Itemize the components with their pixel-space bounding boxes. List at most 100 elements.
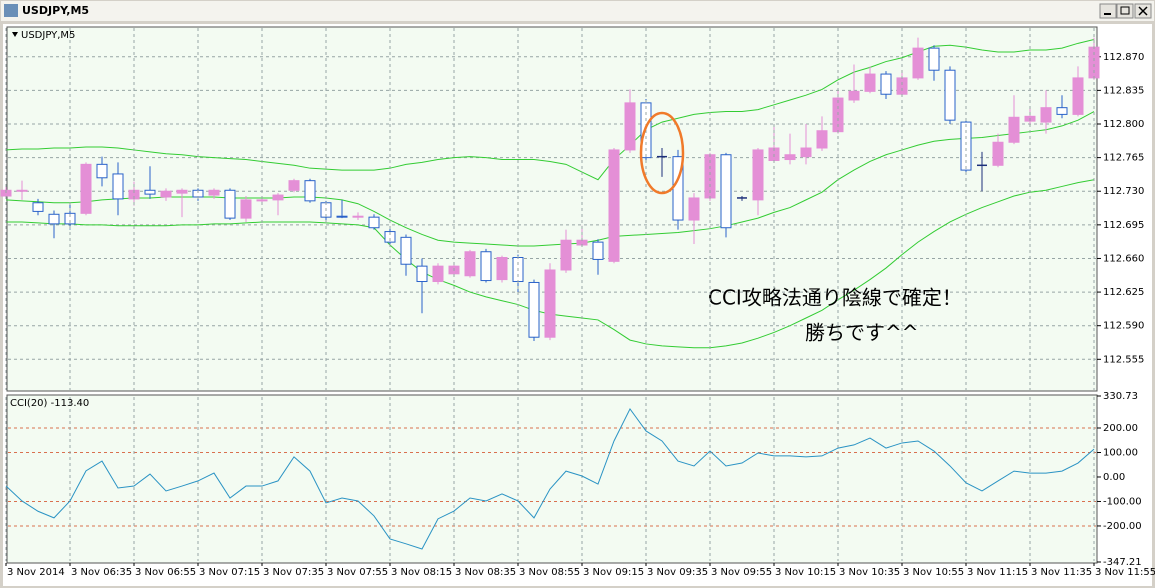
candle-body [528,281,540,338]
candle-body [400,236,412,265]
candle-body [864,73,876,92]
y-tick-label: -347.21 [1103,557,1142,568]
candle-body [496,257,508,281]
y-tick-label: 112.730 [1103,186,1144,197]
candle-body [624,102,636,151]
candle-body [48,213,60,225]
candle-body [720,154,732,229]
candle-body [592,241,604,260]
candle-body [432,265,444,283]
candle-body [176,189,188,194]
candle-body [368,216,380,229]
y-tick-label: 0.00 [1103,472,1125,483]
candle-body [64,212,76,225]
y-tick-label: 112.870 [1103,52,1144,63]
x-tick-label: 3 Nov 11:15 [967,567,1028,578]
candle-body [208,189,220,196]
candle-body [336,215,348,218]
candle-body [384,231,396,243]
maximize-button[interactable] [1116,3,1134,19]
candle-body [80,163,92,214]
x-tick-label: 3 Nov 09:55 [711,567,772,578]
candle-body [464,251,476,277]
x-tick-label: 3 Nov 09:15 [583,567,644,578]
candle-body [272,194,284,201]
annotation: 勝ちです^^ [805,321,919,345]
maximize-glyph [1120,6,1130,15]
x-tick-label: 3 Nov 2014 [7,567,65,578]
candle-body [992,141,1004,166]
x-tick-label: 3 Nov 07:15 [199,567,260,578]
y-tick-label: 112.625 [1103,287,1144,298]
candle-body [1072,77,1084,115]
x-tick-label: 3 Nov 07:55 [327,567,388,578]
y-tick-label: -200.00 [1103,521,1142,532]
candle-body [416,265,428,283]
y-tick-label: 330.73 [1103,391,1138,402]
window-title: USDJPY,M5 [22,4,89,17]
y-tick-label: 112.660 [1103,253,1144,264]
x-tick-label: 3 Nov 11:55 [1095,567,1155,578]
candle-body [912,47,924,79]
chart-title: USDJPY,M5 [21,30,75,41]
x-tick-label: 3 Nov 10:15 [775,567,836,578]
candle-body [784,154,796,161]
candle-body [688,197,700,221]
candle-body [1056,107,1068,115]
candle-body [880,73,892,95]
candle-body [352,215,364,218]
pane-menu-triangle [12,32,18,37]
minimize-button[interactable] [1099,3,1117,19]
candle-body [224,189,236,219]
candle-body [560,239,572,271]
title-bar [1,1,1154,21]
candle-body [112,173,124,200]
highlight-circle [639,111,685,195]
cci-line [5,407,1095,550]
cci-title: CCI(20) -113.40 [10,398,89,409]
close-glyph [1138,6,1148,16]
bollinger-band [5,111,1095,247]
candle-body [288,180,300,191]
candle-body [1088,46,1100,79]
x-tick-label: 3 Nov 08:15 [391,567,452,578]
candle-body [256,199,268,202]
y-tick-label: 112.695 [1103,220,1144,231]
candle-body [960,121,972,171]
x-tick-label: 3 Nov 06:55 [135,567,196,578]
candle-body [160,190,172,198]
y-tick-label: 112.835 [1103,85,1144,96]
x-tick-label: 3 Nov 09:35 [647,567,708,578]
candle-body [752,149,764,201]
y-tick-label: 112.590 [1103,321,1144,332]
x-tick-label: 3 Nov 06:35 [71,567,132,578]
x-tick-label: 3 Nov 07:35 [263,567,324,578]
y-tick-label: 200.00 [1103,423,1138,434]
y-tick-label: -100.00 [1103,496,1142,507]
candle-body [1040,107,1052,123]
candle-body [800,147,812,158]
x-tick-label: 3 Nov 08:35 [455,567,516,578]
x-tick-label: 3 Nov 11:35 [1031,567,1092,578]
candle-body [944,69,956,121]
candle-body [1008,116,1020,143]
cci-pane [6,394,1098,564]
annotation: CCI攻略法通り陰線で確定！ [708,286,962,310]
candle-body [144,189,156,195]
candle-body [848,90,860,101]
candle-body [608,149,620,262]
y-tick-label: 112.555 [1103,354,1144,365]
candle-body [544,269,556,338]
y-tick-label: 112.765 [1103,153,1144,164]
y-tick-label: 112.800 [1103,119,1144,130]
candle-body [240,199,252,219]
candle-body [896,77,908,95]
candle-body [16,189,28,192]
candle-body [304,180,316,202]
x-tick-label: 3 Nov 10:55 [903,567,964,578]
y-tick-label: 100.00 [1103,447,1138,458]
x-tick-label: 3 Nov 10:35 [839,567,900,578]
window-buttons[interactable] [1099,3,1152,19]
